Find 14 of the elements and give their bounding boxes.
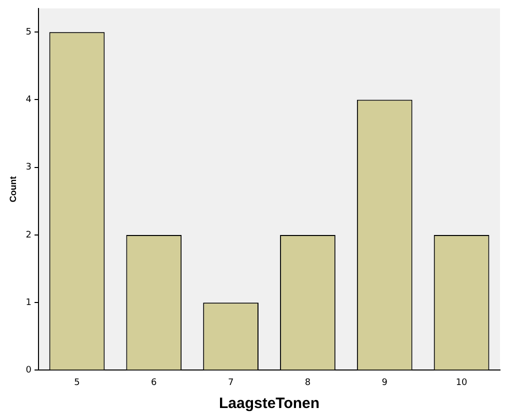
x-tick-label: 5 — [74, 378, 80, 388]
y-tick-label: 3 — [26, 162, 32, 173]
x-tick-label: 10 — [456, 378, 468, 388]
y-tick-label: 1 — [26, 298, 32, 308]
x-tick-label: 9 — [382, 378, 388, 388]
y-tick-label: 0 — [26, 366, 32, 376]
y-tick-label: 5 — [26, 27, 32, 38]
x-tick-label: 6 — [151, 378, 158, 388]
y-axis-title: Count — [8, 176, 18, 202]
x-tick-label: 7 — [228, 378, 234, 388]
x-tick-label: 8 — [304, 378, 311, 388]
y-tick-label: 4 — [26, 95, 32, 106]
y-tick-label: 2 — [26, 230, 32, 240]
x-axis-title: LaagsteTonen — [218, 395, 320, 412]
